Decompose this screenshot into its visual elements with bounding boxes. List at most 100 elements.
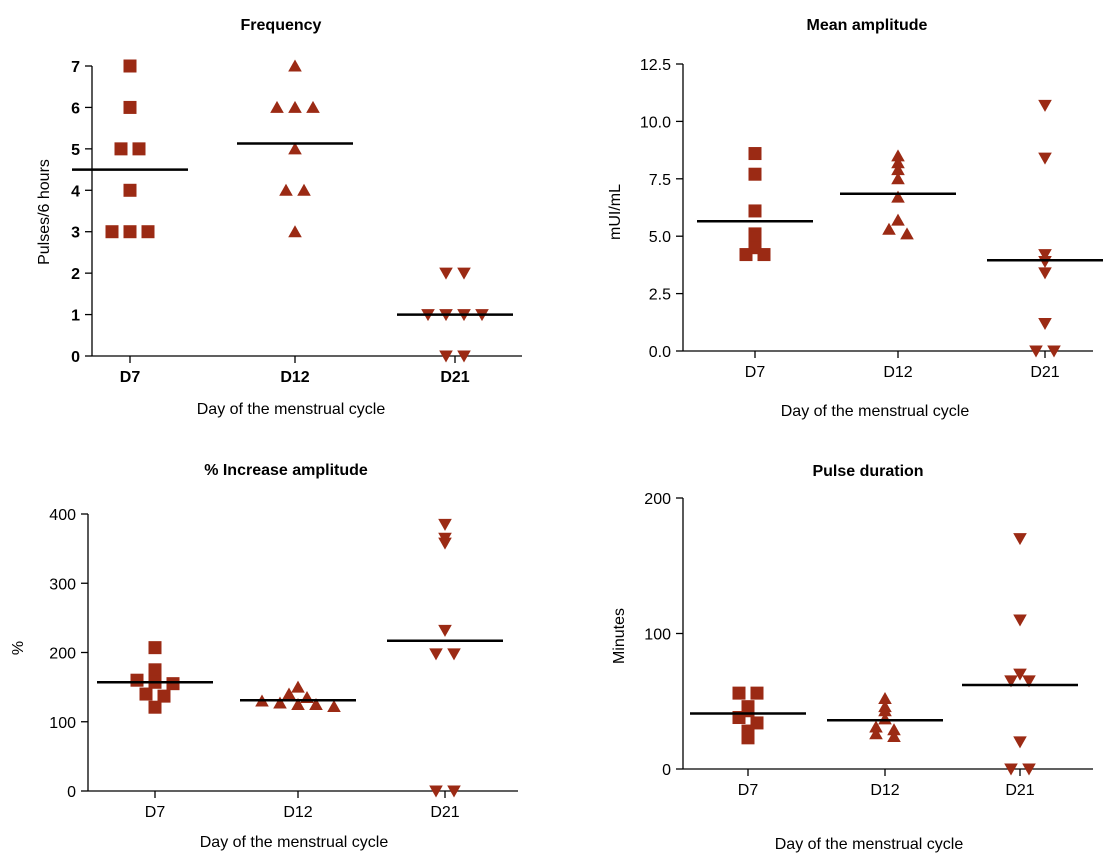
data-point-triangle-down	[457, 350, 471, 363]
data-point-triangle-down	[1047, 345, 1061, 358]
data-point-square	[748, 167, 762, 181]
y-tick-label: 2	[71, 266, 80, 283]
axes: 0.0 2.5 5.0 7.5 10.0 12.5 D7 D12 D21	[640, 57, 1093, 381]
data-point-square	[130, 673, 144, 687]
x-tick-label: D21	[1030, 364, 1059, 381]
data-point-triangle-down	[1013, 736, 1027, 749]
data-point-square	[141, 225, 155, 239]
data-point-square	[148, 663, 162, 677]
y-axis-label: mUI/mL	[607, 184, 624, 240]
data-point-triangle-up	[891, 156, 905, 169]
data-marks	[72, 59, 513, 363]
data-point-triangle-down	[439, 267, 453, 280]
chart-title: Pulse duration	[812, 463, 923, 480]
data-point-square	[114, 142, 128, 156]
data-point-triangle-down	[429, 648, 443, 661]
x-axis-label: Day of the menstrual cycle	[200, 834, 389, 851]
data-point-triangle-up	[270, 100, 284, 113]
data-point-triangle-up	[891, 149, 905, 162]
axes: 0 100 200 300 400 D7 D12 D21	[49, 507, 518, 821]
chart-title: % Increase amplitude	[204, 462, 368, 479]
data-point-triangle-down	[1022, 763, 1036, 776]
data-point-triangle-up	[869, 720, 883, 733]
panel-pulse-duration: Pulse duration Minutes Day of the menstr…	[611, 463, 1093, 853]
data-point-triangle-down	[1013, 614, 1027, 627]
data-point-triangle-up	[869, 727, 883, 740]
data-point-triangle-down	[1013, 668, 1027, 681]
data-point-square	[132, 142, 146, 156]
data-point-square	[123, 183, 137, 197]
data-point-triangle-up	[887, 729, 901, 742]
data-point-triangle-down	[1038, 317, 1052, 330]
panel-percent-increase-amplitude: % Increase amplitude % Day of the menstr…	[10, 462, 518, 851]
y-tick-label: 3	[71, 225, 80, 242]
data-point-triangle-up	[306, 100, 320, 113]
data-point-square	[748, 147, 762, 161]
y-tick-label: 0.0	[649, 344, 671, 361]
y-tick-label: 0	[71, 349, 80, 366]
y-tick-label: 5	[71, 142, 80, 159]
data-point-triangle-up	[288, 59, 302, 72]
y-tick-label: 4	[71, 183, 80, 200]
data-point-triangle-down	[457, 267, 471, 280]
data-point-triangle-up	[273, 696, 287, 709]
y-tick-label: 7	[71, 59, 80, 76]
data-point-triangle-down	[1013, 533, 1027, 546]
data-point-triangle-down	[1038, 152, 1052, 165]
y-axis-label: Pulses/6 hours	[36, 159, 53, 265]
data-point-square	[739, 248, 753, 262]
data-marks	[97, 518, 503, 798]
panel-frequency: Frequency Pulses/6 hours Day of the mens…	[36, 17, 522, 418]
x-tick-label: D7	[745, 364, 766, 381]
data-point-triangle-down	[439, 350, 453, 363]
x-tick-label: D12	[870, 782, 899, 799]
data-point-triangle-up	[887, 723, 901, 736]
data-point-square	[105, 225, 119, 239]
data-point-square	[148, 700, 162, 714]
data-point-triangle-up	[891, 163, 905, 176]
y-tick-label: 100	[49, 715, 76, 732]
data-point-triangle-up	[279, 183, 293, 196]
data-point-triangle-down	[1004, 763, 1018, 776]
y-tick-label: 6	[71, 100, 80, 117]
data-point-triangle-down	[429, 785, 443, 798]
data-point-triangle-up	[288, 225, 302, 238]
y-tick-label: 300	[49, 576, 76, 593]
data-point-triangle-up	[891, 213, 905, 226]
data-point-triangle-down	[438, 624, 452, 637]
data-point-square	[123, 100, 137, 114]
chart-title: Mean amplitude	[807, 17, 928, 34]
data-point-square	[166, 677, 180, 691]
y-tick-label: 1	[71, 308, 80, 325]
x-tick-label: D7	[120, 369, 141, 386]
y-tick-label: 100	[644, 627, 671, 644]
y-tick-label: 0	[662, 762, 671, 779]
data-point-triangle-up	[891, 172, 905, 185]
data-point-triangle-down	[1022, 675, 1036, 688]
data-point-triangle-down	[1038, 99, 1052, 112]
data-point-square	[139, 687, 153, 701]
x-tick-label: D21	[430, 804, 459, 821]
x-axis-label: Day of the menstrual cycle	[775, 836, 964, 853]
data-point-square	[148, 641, 162, 655]
data-point-square	[157, 689, 171, 703]
data-point-triangle-down	[438, 518, 452, 531]
y-axis-label: Minutes	[611, 608, 628, 664]
x-axis-label: Day of the menstrual cycle	[781, 403, 970, 420]
data-point-triangle-down	[1004, 675, 1018, 688]
y-tick-label: 12.5	[640, 57, 671, 74]
data-point-triangle-up	[297, 183, 311, 196]
y-tick-label: 200	[49, 646, 76, 663]
data-point-square	[732, 686, 746, 700]
y-tick-label: 0	[67, 784, 76, 801]
y-tick-label: 2.5	[649, 287, 671, 304]
data-point-triangle-up	[309, 697, 323, 710]
x-tick-label: D12	[280, 369, 309, 386]
data-point-square	[748, 204, 762, 218]
y-tick-label: 7.5	[649, 172, 671, 189]
data-point-triangle-down	[1029, 345, 1043, 358]
data-point-triangle-down	[447, 648, 461, 661]
y-tick-label: 200	[644, 491, 671, 508]
chart-title: Frequency	[241, 17, 322, 34]
data-point-triangle-down	[1038, 249, 1052, 262]
